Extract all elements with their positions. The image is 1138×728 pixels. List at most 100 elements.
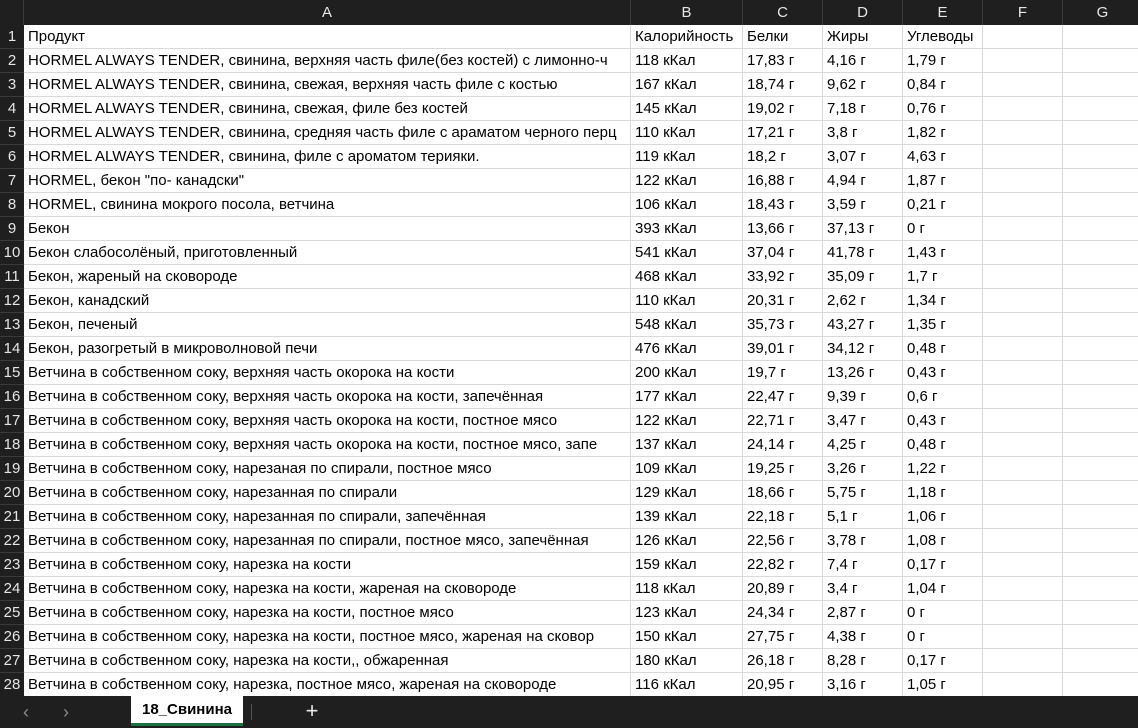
empty-cell[interactable] [1063, 241, 1138, 265]
empty-cell[interactable] [983, 601, 1063, 625]
cell-protein[interactable]: 37,04 г [743, 241, 823, 265]
cell-carbs[interactable]: 0,76 г [903, 97, 983, 121]
cell-product[interactable]: HORMEL ALWAYS TENDER, свинина, верхняя ч… [24, 49, 631, 73]
cell-product[interactable]: Ветчина в собственном соку, верхняя част… [24, 409, 631, 433]
chevron-left-icon[interactable]: ‹ [23, 702, 29, 722]
cell-product[interactable]: Бекон, разогретый в микроволновой печи [24, 337, 631, 361]
cell-protein[interactable]: 39,01 г [743, 337, 823, 361]
chevron-right-icon[interactable]: › [63, 702, 69, 722]
cell-calories[interactable]: 109 кКал [631, 457, 743, 481]
empty-cell[interactable] [983, 289, 1063, 313]
row-number[interactable]: 8 [0, 193, 24, 217]
cell-fat[interactable]: 3,07 г [823, 145, 903, 169]
header-cell-protein[interactable]: Белки [743, 25, 823, 49]
row-number[interactable]: 22 [0, 529, 24, 553]
row-number[interactable]: 20 [0, 481, 24, 505]
empty-cell[interactable] [983, 673, 1063, 696]
cell-fat[interactable]: 3,8 г [823, 121, 903, 145]
empty-cell[interactable] [1063, 217, 1138, 241]
cell-calories[interactable]: 118 кКал [631, 577, 743, 601]
cell-calories[interactable]: 110 кКал [631, 121, 743, 145]
empty-cell[interactable] [1063, 25, 1138, 49]
empty-cell[interactable] [1063, 529, 1138, 553]
cell-product[interactable]: Бекон, печеный [24, 313, 631, 337]
empty-cell[interactable] [983, 265, 1063, 289]
empty-cell[interactable] [983, 361, 1063, 385]
empty-cell[interactable] [1063, 265, 1138, 289]
cell-product[interactable]: HORMEL ALWAYS TENDER, свинина, свежая, ф… [24, 97, 631, 121]
row-number[interactable]: 28 [0, 673, 24, 696]
cell-carbs[interactable]: 0,43 г [903, 361, 983, 385]
cell-protein[interactable]: 22,18 г [743, 505, 823, 529]
cell-carbs[interactable]: 1,87 г [903, 169, 983, 193]
select-all-corner[interactable] [0, 0, 24, 25]
cell-protein[interactable]: 13,66 г [743, 217, 823, 241]
cell-carbs[interactable]: 0,48 г [903, 433, 983, 457]
empty-cell[interactable] [1063, 625, 1138, 649]
cell-calories[interactable]: 118 кКал [631, 49, 743, 73]
cell-carbs[interactable]: 0,84 г [903, 73, 983, 97]
row-number[interactable]: 5 [0, 121, 24, 145]
row-number[interactable]: 19 [0, 457, 24, 481]
cell-calories[interactable]: 200 кКал [631, 361, 743, 385]
cell-product[interactable]: HORMEL, бекон "по- канадски" [24, 169, 631, 193]
cell-product[interactable]: Ветчина в собственном соку, нарезанная п… [24, 505, 631, 529]
empty-cell[interactable] [1063, 649, 1138, 673]
cell-protein[interactable]: 33,92 г [743, 265, 823, 289]
cell-fat[interactable]: 37,13 г [823, 217, 903, 241]
cell-carbs[interactable]: 0,6 г [903, 385, 983, 409]
cell-calories[interactable]: 159 кКал [631, 553, 743, 577]
column-header-g[interactable]: G [1063, 0, 1138, 25]
empty-cell[interactable] [1063, 97, 1138, 121]
cell-carbs[interactable]: 1,05 г [903, 673, 983, 696]
cell-fat[interactable]: 43,27 г [823, 313, 903, 337]
row-number[interactable]: 2 [0, 49, 24, 73]
cell-calories[interactable]: 393 кКал [631, 217, 743, 241]
cell-protein[interactable]: 16,88 г [743, 169, 823, 193]
cell-product[interactable]: Бекон слабосолёный, приготовленный [24, 241, 631, 265]
cell-product[interactable]: HORMEL, свинина мокрого посола, ветчина [24, 193, 631, 217]
row-number[interactable]: 7 [0, 169, 24, 193]
cell-product[interactable]: HORMEL ALWAYS TENDER, свинина, средняя ч… [24, 121, 631, 145]
cell-fat[interactable]: 34,12 г [823, 337, 903, 361]
column-header-a[interactable]: A [24, 0, 631, 25]
empty-cell[interactable] [1063, 193, 1138, 217]
row-number[interactable]: 1 [0, 25, 24, 49]
cell-calories[interactable]: 167 кКал [631, 73, 743, 97]
cell-product[interactable]: Ветчина в собственном соку, нарезка на к… [24, 601, 631, 625]
cell-product[interactable]: Бекон [24, 217, 631, 241]
empty-cell[interactable] [983, 409, 1063, 433]
cell-carbs[interactable]: 4,63 г [903, 145, 983, 169]
cell-carbs[interactable]: 1,34 г [903, 289, 983, 313]
cell-fat[interactable]: 3,59 г [823, 193, 903, 217]
cell-product[interactable]: HORMEL ALWAYS TENDER, свинина, свежая, в… [24, 73, 631, 97]
cell-fat[interactable]: 5,1 г [823, 505, 903, 529]
empty-cell[interactable] [1063, 553, 1138, 577]
header-cell-fat[interactable]: Жиры [823, 25, 903, 49]
column-header-e[interactable]: E [903, 0, 983, 25]
sheet-tab-active[interactable]: 18_Свинина [131, 696, 243, 726]
row-number[interactable]: 3 [0, 73, 24, 97]
cell-protein[interactable]: 19,7 г [743, 361, 823, 385]
cell-fat[interactable]: 4,38 г [823, 625, 903, 649]
cell-carbs[interactable]: 1,35 г [903, 313, 983, 337]
cell-fat[interactable]: 4,25 г [823, 433, 903, 457]
cell-protein[interactable]: 22,71 г [743, 409, 823, 433]
cell-carbs[interactable]: 1,22 г [903, 457, 983, 481]
empty-cell[interactable] [1063, 73, 1138, 97]
cell-calories[interactable]: 116 кКал [631, 673, 743, 696]
cell-protein[interactable]: 27,75 г [743, 625, 823, 649]
column-header-d[interactable]: D [823, 0, 903, 25]
cell-protein[interactable]: 20,89 г [743, 577, 823, 601]
empty-cell[interactable] [983, 577, 1063, 601]
empty-cell[interactable] [983, 649, 1063, 673]
empty-cell[interactable] [1063, 433, 1138, 457]
cell-calories[interactable]: 129 кКал [631, 481, 743, 505]
empty-cell[interactable] [983, 337, 1063, 361]
cell-carbs[interactable]: 0,48 г [903, 337, 983, 361]
empty-cell[interactable] [983, 385, 1063, 409]
cell-fat[interactable]: 2,87 г [823, 601, 903, 625]
empty-cell[interactable] [983, 505, 1063, 529]
cell-fat[interactable]: 9,62 г [823, 73, 903, 97]
empty-cell[interactable] [983, 121, 1063, 145]
